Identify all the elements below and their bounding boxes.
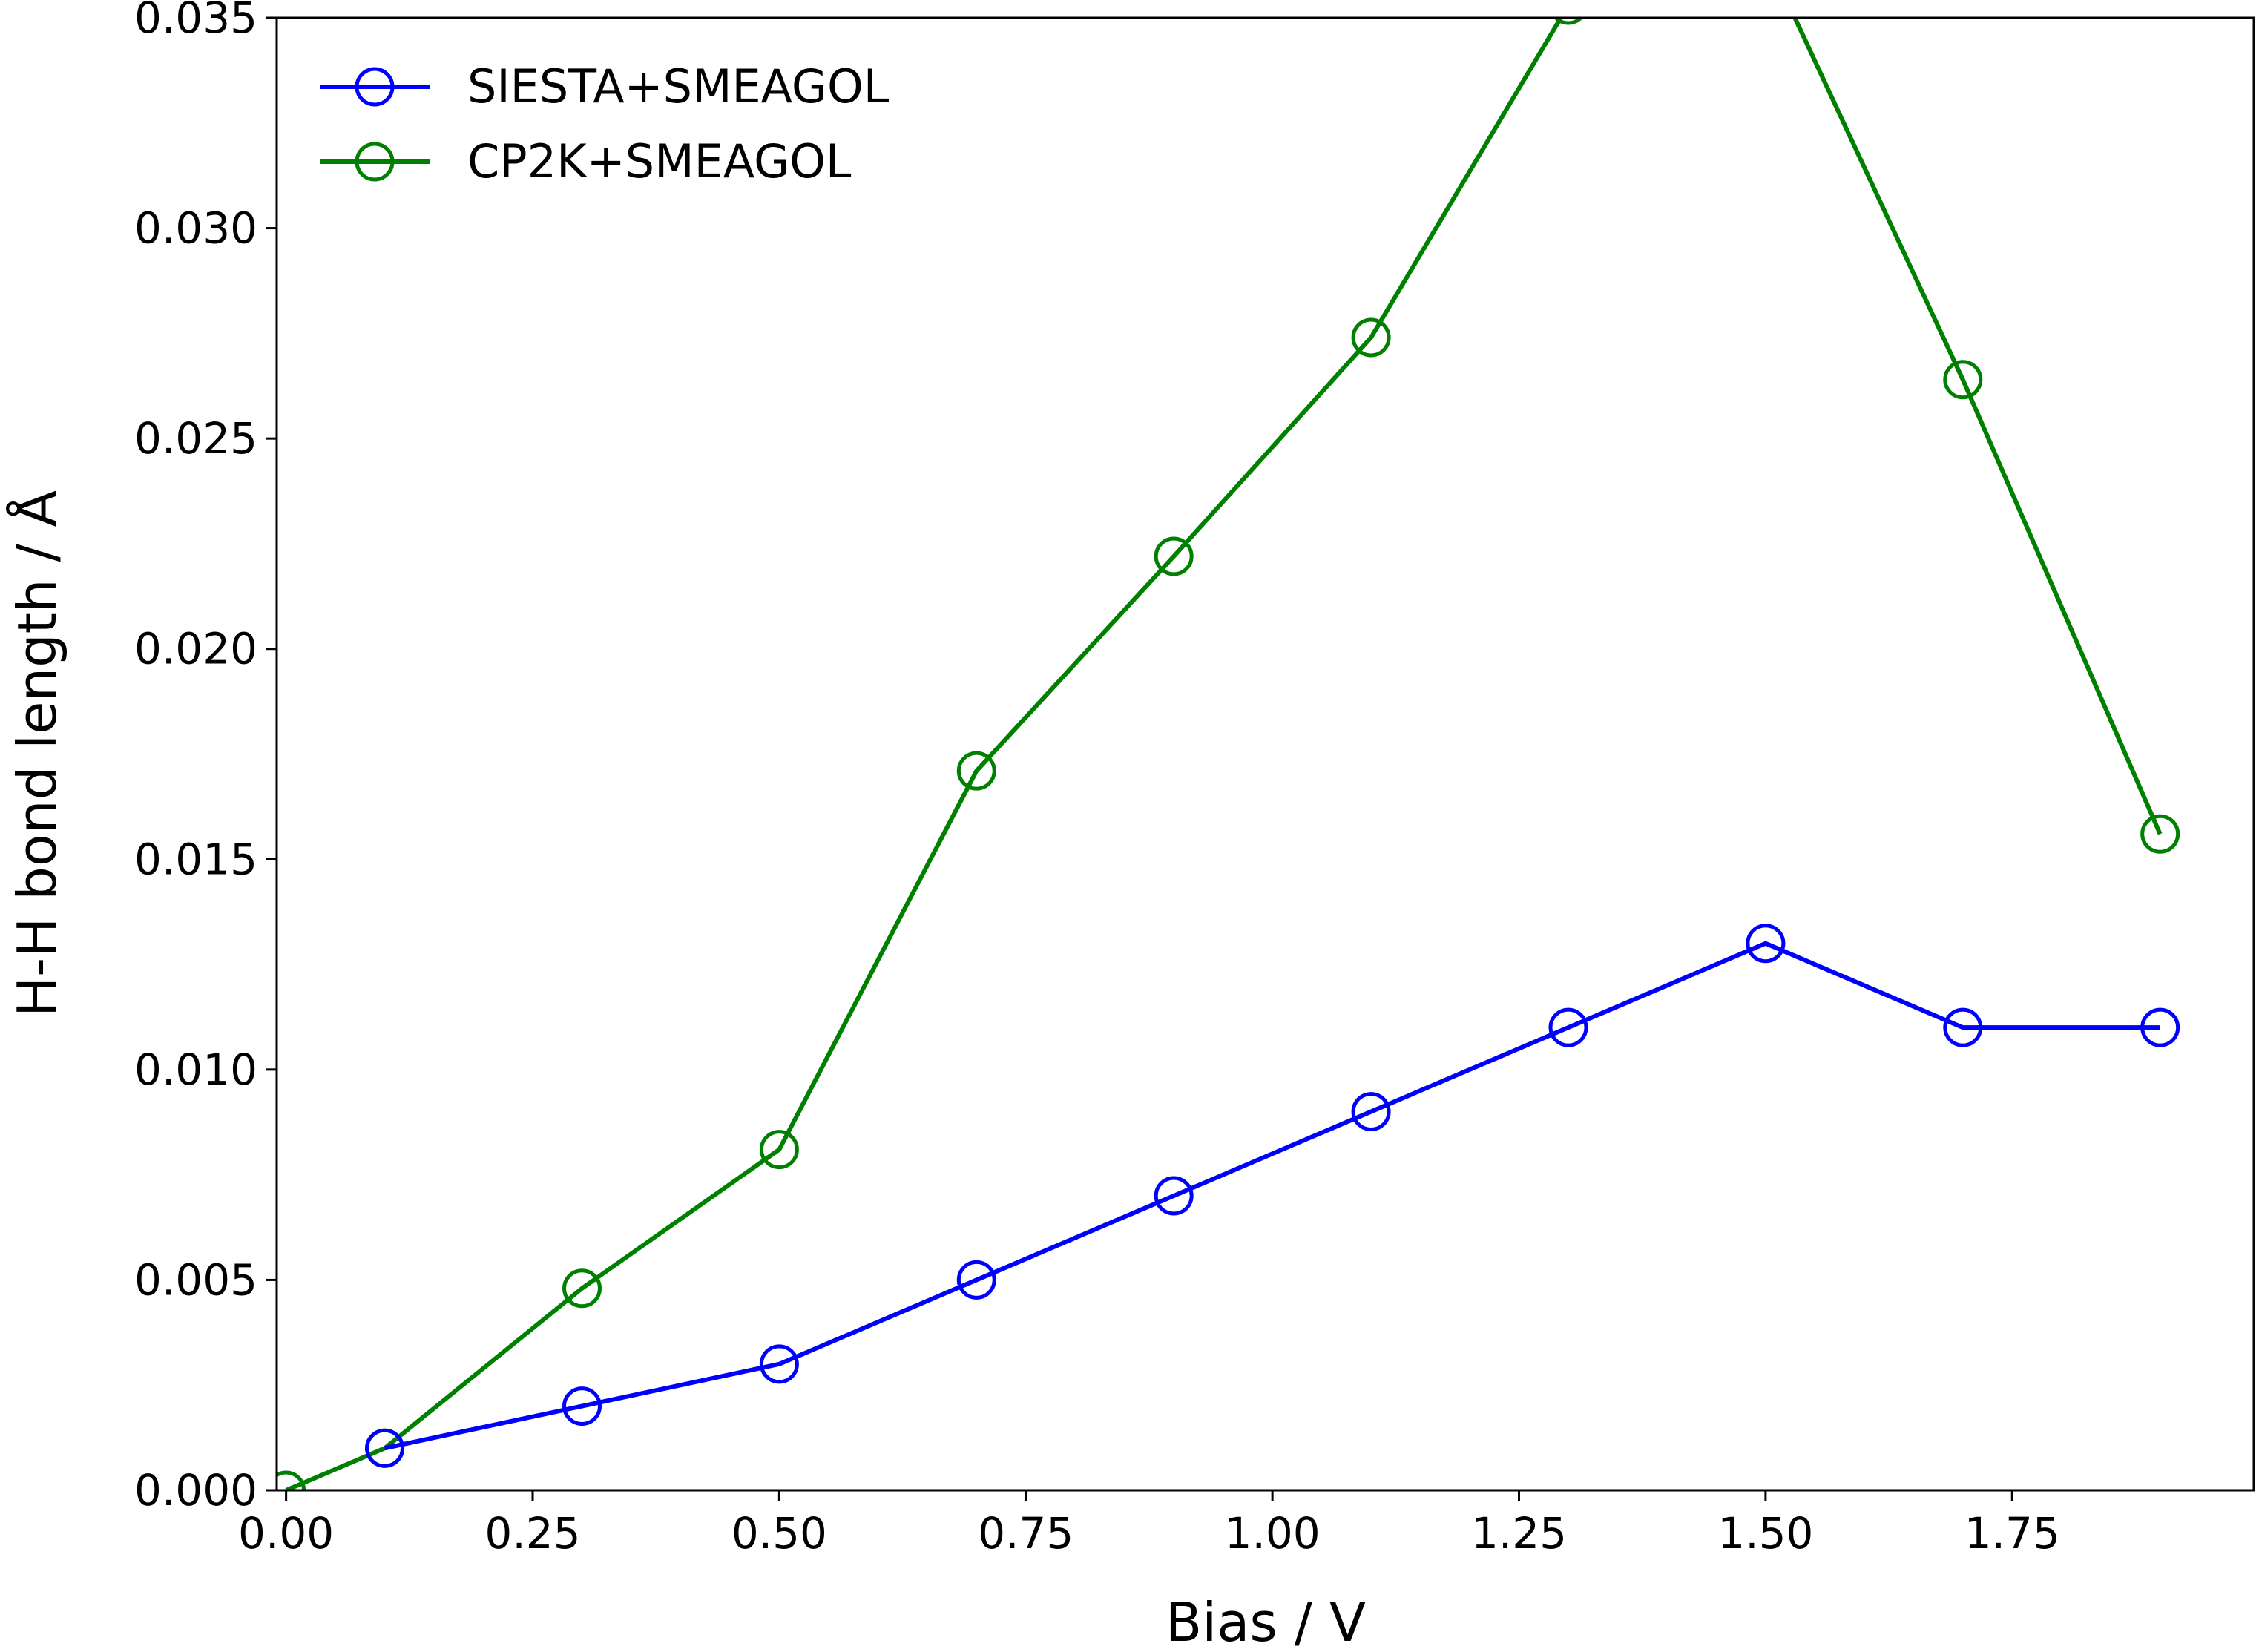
x-tick-label: 0.00 <box>238 1508 334 1559</box>
y-tick-label: 0.015 <box>134 834 257 884</box>
x-tick-label: 1.00 <box>1225 1508 1321 1559</box>
x-tick-label: 0.50 <box>731 1508 827 1559</box>
data-point <box>1943 1007 1983 1047</box>
y-tick-label: 0.010 <box>134 1044 257 1095</box>
y-tick-label: 0.000 <box>134 1465 257 1516</box>
legend-marker <box>355 142 395 182</box>
y-tick-label: 0.025 <box>134 413 257 464</box>
data-point <box>1553 18 1584 25</box>
y-tick-label: 0.030 <box>134 203 257 254</box>
plot-frame <box>275 16 2255 1492</box>
data-point <box>562 1386 602 1426</box>
series-line <box>285 18 2163 1490</box>
legend-label: CP2K+SMEAGOL <box>467 134 852 188</box>
y-tick-label: 0.035 <box>134 0 257 43</box>
data-point <box>1548 1007 1588 1047</box>
series-0 <box>365 924 2180 1468</box>
series-line <box>384 941 2160 1451</box>
x-tick-label: 0.25 <box>484 1508 580 1559</box>
data-point <box>956 1260 996 1300</box>
series-1 <box>277 18 2180 1490</box>
data-point <box>2140 1007 2180 1047</box>
data-point <box>759 1130 799 1170</box>
y-axis-label: H-H bond length / Å <box>6 490 68 1017</box>
x-tick-label: 1.50 <box>1717 1508 1813 1559</box>
data-point <box>1746 924 1786 964</box>
legend-marker <box>355 67 395 107</box>
data-point <box>1943 360 1983 400</box>
data-point <box>1351 317 1391 358</box>
series-layer <box>277 18 2180 1490</box>
x-axis-label: Bias / V <box>1165 1591 1366 1652</box>
x-axis: 0.00 0.25 0.50 0.75 1.00 1.25 1.50 1.75 <box>238 1490 2060 1559</box>
data-point <box>956 751 996 791</box>
legend: SIESTA+SMEAGOL CP2K+SMEAGOL <box>320 59 890 188</box>
y-axis: 0.000 0.005 0.010 0.015 0.020 0.025 0.030 0.035 <box>134 0 277 1516</box>
data-point <box>1154 536 1194 576</box>
data-point <box>1351 1092 1391 1132</box>
x-tick-label: 1.25 <box>1471 1508 1567 1559</box>
legend-label: SIESTA+SMEAGOL <box>467 59 890 113</box>
y-tick-label: 0.005 <box>134 1254 257 1305</box>
data-point <box>562 1268 602 1309</box>
x-tick-label: 0.75 <box>978 1508 1073 1559</box>
data-point <box>1154 1176 1194 1216</box>
y-tick-label: 0.020 <box>134 624 257 674</box>
data-point <box>277 1470 306 1490</box>
data-point <box>365 1428 405 1468</box>
data-point <box>2140 814 2180 854</box>
data-point <box>759 1344 799 1384</box>
x-tick-label: 1.75 <box>1964 1508 2060 1559</box>
